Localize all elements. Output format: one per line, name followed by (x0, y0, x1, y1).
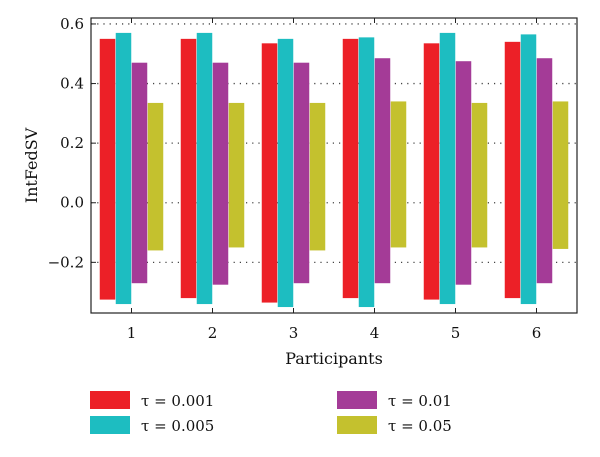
bar-series-2-participant-6 (520, 34, 537, 305)
bar-series-4-participant-4 (390, 101, 407, 248)
bar-series-2-participant-4 (358, 37, 375, 308)
legend-swatch-1 (90, 391, 130, 409)
bar-series-3-participant-4 (374, 58, 391, 284)
bar-series-3-participant-5 (455, 61, 472, 285)
y-tick-label: 0.0 (60, 194, 84, 212)
x-tick-label: 4 (370, 324, 380, 342)
bar-series-2-participant-2 (196, 32, 213, 305)
bar-series-1-participant-3 (261, 43, 278, 303)
bar-series-3-participant-3 (293, 62, 310, 284)
bar-series-1-participant-6 (504, 41, 521, 299)
bar-series-2-participant-1 (115, 32, 132, 305)
legend: τ = 0.001 τ = 0.005 τ = 0.01 τ = 0.05 (90, 391, 452, 435)
bar-series-4-participant-6 (552, 101, 569, 249)
bar-series-1-participant-1 (99, 38, 116, 300)
x-tick-label: 1 (127, 324, 137, 342)
grid-lines (91, 23, 577, 263)
x-tick-label: 6 (532, 324, 542, 342)
legend-label-1: τ = 0.001 (141, 392, 214, 410)
bar-series-2-participant-5 (439, 32, 456, 305)
legend-label-3: τ = 0.01 (388, 392, 452, 410)
y-tick-label: −0.2 (48, 253, 84, 271)
bar-series-4-participant-2 (228, 102, 245, 248)
legend-swatch-3 (337, 391, 377, 409)
bar-series-4-participant-1 (147, 102, 164, 251)
y-axis-ticks: −0.2 0.0 0.2 0.4 0.6 (48, 15, 96, 271)
y-tick-label: 0.4 (60, 75, 84, 93)
bar-series-2-participant-3 (277, 38, 294, 308)
plot-frame (90, 17, 578, 314)
bar-series-3-participant-2 (212, 62, 229, 285)
x-tick-label: 2 (208, 324, 218, 342)
bar-series-4-participant-3 (309, 102, 326, 251)
y-tick-label: 0.6 (60, 15, 84, 33)
bar-series-3-participant-1 (131, 62, 148, 284)
legend-label-2: τ = 0.005 (141, 417, 214, 435)
legend-label-4: τ = 0.05 (388, 417, 452, 435)
x-tick-label: 3 (289, 324, 299, 342)
bar-series-1-participant-2 (180, 38, 197, 299)
bar-series-1-participant-5 (423, 43, 440, 300)
bar-series-3-participant-6 (536, 58, 553, 284)
bars (99, 32, 569, 308)
y-tick-label: 0.2 (60, 134, 84, 152)
legend-swatch-2 (90, 416, 130, 434)
y-axis-title: IntFedSV (22, 127, 41, 203)
legend-swatch-4 (337, 416, 377, 434)
bar-series-4-participant-5 (471, 102, 488, 248)
x-axis-title: Participants (285, 349, 383, 368)
x-tick-label: 5 (451, 324, 461, 342)
bar-series-1-participant-4 (342, 38, 359, 299)
x-axis-ticks: 1 2 3 4 5 6 (127, 18, 542, 342)
